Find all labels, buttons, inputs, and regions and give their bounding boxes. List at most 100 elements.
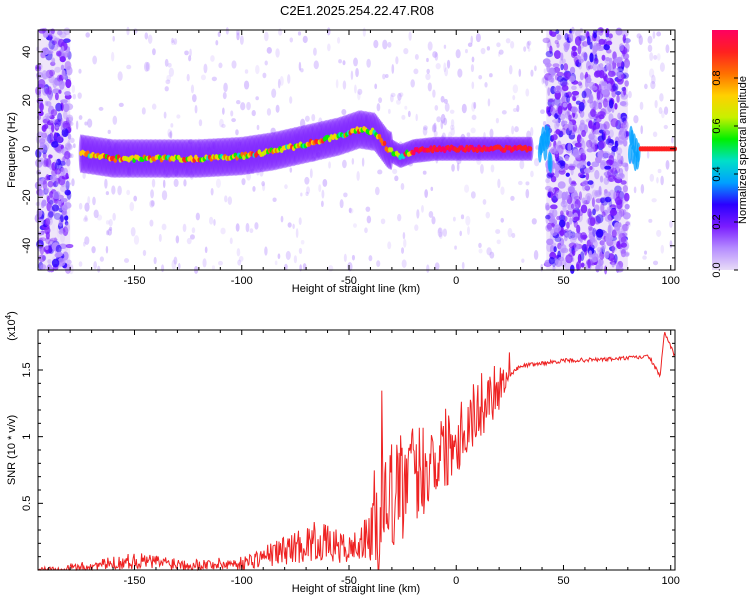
spectrogram-speckle (459, 230, 462, 237)
spectrogram-speckle (423, 125, 428, 131)
spectrogram-noise-blob (44, 218, 51, 226)
spectrogram-noise-blob (552, 63, 560, 68)
spectrogram-x-tick-label: -150 (123, 275, 145, 287)
spectrogram-noise-blob (607, 70, 616, 77)
spectrogram-noise-blob (571, 203, 579, 210)
spectrogram-noise-blob (556, 34, 562, 41)
spectrogram-speckle (210, 55, 215, 62)
spectrogram-noise-blob (581, 180, 588, 186)
snr-x-tick-label: -100 (231, 575, 253, 587)
spectrogram-speckle (527, 40, 532, 46)
spectrogram-speckle (521, 258, 525, 263)
spectrogram-noise-blob (617, 112, 622, 120)
spectrogram-speckle (91, 246, 96, 254)
spectrogram-noise-blob (560, 200, 568, 208)
spectrogram-speckle (415, 113, 418, 122)
spectrogram-speckle (511, 125, 515, 135)
colorbar-tick-label: 0.2 (711, 214, 723, 229)
spectrogram-speckle (162, 179, 166, 189)
spectrogram-noise-blob (60, 214, 64, 223)
spectrogram-noise-blob (620, 53, 627, 60)
spectrogram-speckle (656, 31, 662, 37)
spectrogram-speckle (215, 178, 222, 189)
spectrogram-noise-blob (64, 202, 72, 209)
spectrogram-noise-blob (582, 148, 586, 156)
spectrogram-noise-blob (578, 191, 583, 201)
spectrogram-noise-blob (64, 222, 70, 233)
spectrogram-speckle (431, 216, 436, 225)
spectrogram-noise-blob (554, 74, 559, 81)
spectrogram-speckle (470, 127, 476, 134)
spectrogram-speckle (277, 78, 281, 89)
spectrogram-ridge-core (528, 146, 533, 152)
spectrogram-noise-blob (582, 41, 589, 47)
spectrogram-noise-blob (67, 50, 72, 60)
spectrogram-speckle (444, 67, 449, 77)
spectrogram-noise-blob (598, 63, 604, 69)
spectrogram-noise-blob (551, 101, 556, 107)
spectrogram-speckle (511, 232, 516, 239)
spectrogram-speckle (489, 128, 494, 138)
spectrogram-speckle (530, 170, 534, 178)
spectrogram-speckle (255, 96, 259, 101)
spectrogram-noise-blob (558, 219, 566, 228)
spectrogram-y-tick-label: 0 (21, 146, 33, 152)
spectrogram-noise-blob (611, 262, 615, 268)
spectrogram-speckle (457, 68, 463, 78)
spectrogram-noise-blob (38, 237, 47, 242)
spectrogram-speckle (651, 74, 656, 85)
spectrogram-speckle (130, 227, 136, 237)
spectrogram-noise-blob (621, 29, 629, 37)
spectrogram-speckle (652, 31, 656, 39)
spectrogram-noise-blob (65, 103, 74, 111)
spectrogram-noise-blob (561, 88, 566, 99)
spectrogram-speckle (300, 239, 305, 245)
spectrogram-speckle (195, 212, 200, 221)
spectrogram-noise-blob (45, 174, 50, 181)
spectrogram-noise-blob (595, 70, 602, 77)
spectrogram-edge-burst (548, 153, 553, 174)
spectrogram-noise-blob (574, 199, 581, 209)
spectrogram-noise-blob (556, 156, 564, 166)
spectrogram-speckle (262, 183, 266, 192)
spectrogram-noise-blob (52, 190, 61, 200)
spectrogram-speckle (526, 41, 530, 49)
spectrogram-noise-blob (621, 224, 628, 233)
spectrogram-speckle (395, 56, 399, 65)
spectrogram-noise-blob (567, 142, 572, 153)
spectrogram-noise-blob (54, 168, 62, 175)
spectrogram-noise-blob (565, 72, 571, 80)
spectrogram-speckle (362, 27, 366, 37)
spectrogram-speckle (426, 68, 430, 74)
spectrogram-noise-blob (64, 264, 72, 274)
spectrogram-speckle (640, 125, 643, 135)
spectrogram-speckle (496, 239, 501, 245)
spectrogram-noise-blob (576, 263, 580, 272)
spectrogram-noise-blob (587, 81, 596, 89)
spectrogram-noise-blob (604, 56, 611, 65)
spectrogram-speckle (428, 211, 434, 218)
snr-x-ticks: -150 -100 -50 0 50 100 (48, 330, 680, 587)
spectrogram-speckle (289, 96, 293, 104)
spectrogram-noise-blob (622, 34, 626, 44)
spectrogram-noise-blob (65, 143, 73, 151)
spectrogram-speckle (446, 59, 451, 69)
spectrogram-noise-blob (567, 108, 571, 118)
spectrogram-speckle (449, 124, 455, 131)
spectrogram-noise-blob (590, 108, 596, 118)
spectrogram-noise-blob (578, 35, 586, 42)
spectrogram-speckle (437, 227, 442, 234)
spectrogram-noise-blob (567, 102, 572, 111)
spectrogram-speckle (430, 186, 434, 192)
spectrogram-noise-blob (36, 71, 44, 79)
spectrogram-speckle (173, 256, 178, 265)
spectrogram-noise-blob (49, 118, 57, 123)
spectrogram-speckle (471, 114, 477, 121)
spectrogram-speckle (163, 111, 167, 119)
spectrogram-speckle (235, 129, 239, 136)
spectrogram-noise-blob (49, 199, 54, 205)
spectrogram-speckle (293, 255, 298, 264)
spectrogram-noise-blob (611, 245, 618, 252)
spectrogram-speckle (75, 120, 79, 130)
